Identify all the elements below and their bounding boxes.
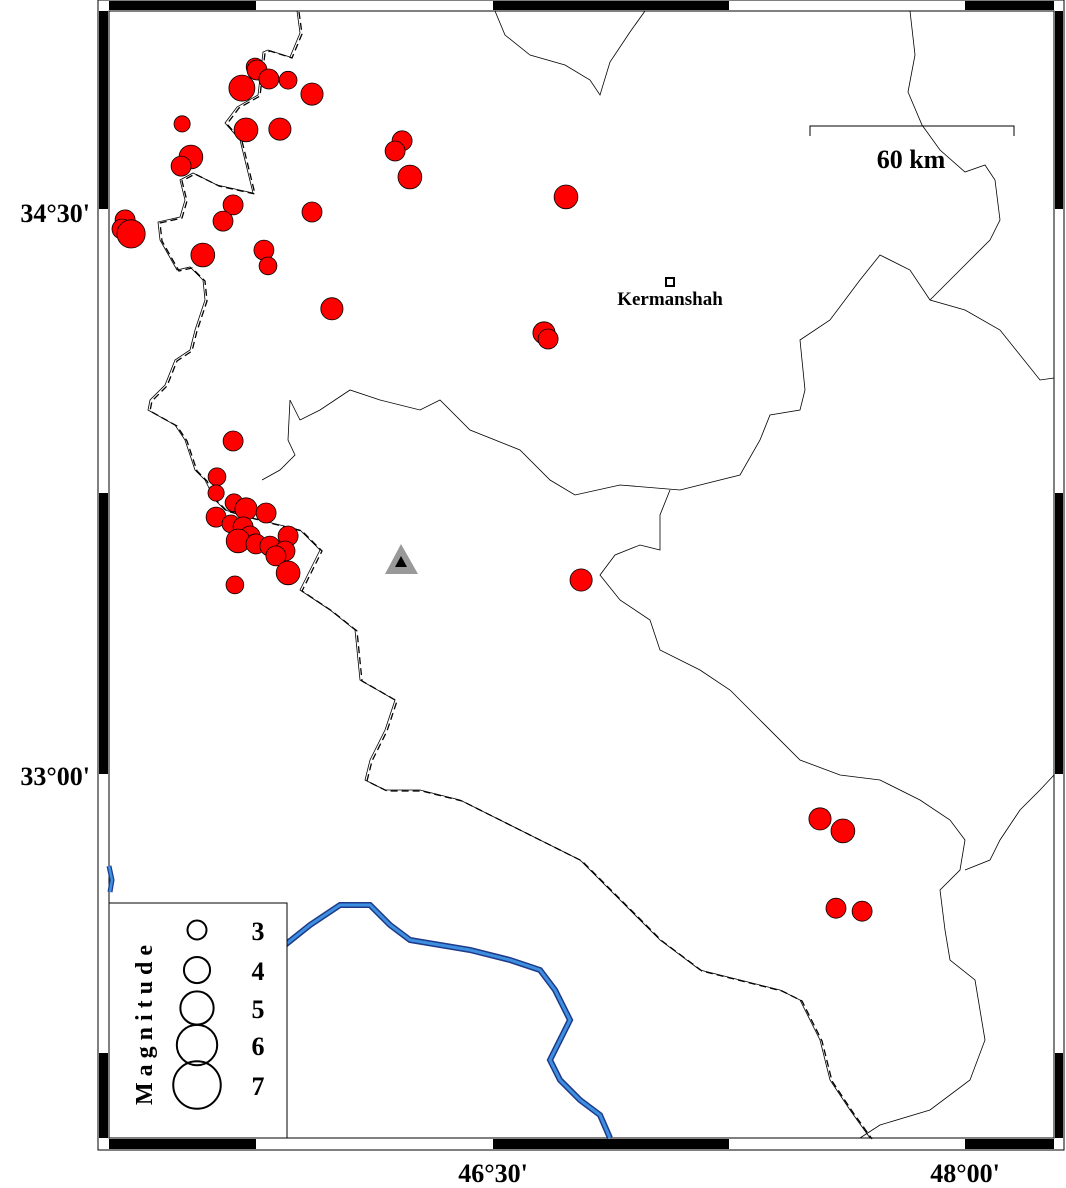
lat-label-33-00: 33°00' bbox=[20, 762, 90, 791]
earthquake-marker bbox=[808, 807, 832, 831]
earthquake-marker bbox=[222, 430, 244, 452]
international-border bbox=[147, 10, 873, 1140]
earthquake-marker bbox=[537, 328, 559, 350]
earthquake-marker bbox=[207, 484, 225, 502]
lon-label-48-00: 48°00' bbox=[930, 1159, 1000, 1188]
legend-title: Magnitude bbox=[132, 939, 158, 1105]
earthquake-marker bbox=[320, 297, 344, 321]
legend-label: 5 bbox=[252, 995, 265, 1024]
earthquake-marker bbox=[265, 545, 287, 567]
legend-label: 3 bbox=[252, 917, 265, 946]
earthquake-marker bbox=[234, 497, 258, 521]
triangle-marker-icon bbox=[395, 556, 407, 567]
earthquake-marker bbox=[830, 818, 856, 844]
earthquake-marker bbox=[212, 210, 234, 232]
station-marker bbox=[385, 544, 418, 574]
earthquake-marker bbox=[258, 68, 280, 90]
earthquake-marker bbox=[190, 242, 216, 268]
earthquake-marker bbox=[233, 117, 259, 143]
earthquake-marker bbox=[301, 201, 323, 223]
axis-labels: 34°30' 33°00' 46°30' 48°00' bbox=[20, 199, 999, 1188]
legend-circle-icon bbox=[172, 1060, 222, 1110]
legend-circle-icon bbox=[186, 919, 208, 941]
earthquake-marker bbox=[173, 115, 191, 133]
earthquake-marker bbox=[553, 184, 579, 210]
earthquake-marker bbox=[228, 74, 256, 102]
lat-label-34-30: 34°30' bbox=[20, 199, 90, 228]
earthquake-marker bbox=[278, 70, 298, 90]
legend-circle-icon bbox=[175, 1023, 219, 1067]
earthquake-marker bbox=[225, 575, 245, 595]
lon-label-46-30: 46°30' bbox=[458, 1159, 528, 1188]
earthquake-marker bbox=[851, 900, 873, 922]
earthquake-marker bbox=[384, 140, 406, 162]
city-kermanshah: Kermanshah bbox=[617, 277, 723, 310]
province-boundaries bbox=[261, 10, 1055, 1139]
earthquake-marker bbox=[170, 155, 192, 177]
river bbox=[106, 865, 613, 1140]
magnitude-legend: Magnitude 3 4 5 6 7 bbox=[108, 902, 288, 1139]
scale-bar: 60 km bbox=[809, 125, 1015, 174]
earthquake-marker bbox=[569, 568, 593, 592]
earthquake-marker bbox=[255, 502, 277, 524]
earthquake-marker bbox=[222, 194, 244, 216]
earthquake-marker bbox=[825, 897, 847, 919]
legend-circle-icon bbox=[182, 955, 212, 985]
earthquake-marker bbox=[116, 219, 146, 249]
legend-label: 6 bbox=[252, 1032, 265, 1061]
scale-bar-label: 60 km bbox=[877, 145, 946, 174]
city-label: Kermanshah bbox=[617, 289, 723, 310]
earthquake-marker bbox=[268, 117, 292, 141]
earthquake-marker bbox=[397, 164, 423, 190]
square-marker-icon bbox=[665, 277, 675, 287]
earthquake-marker bbox=[258, 256, 278, 276]
earthquake-marker bbox=[207, 467, 227, 487]
earthquake-marker bbox=[300, 82, 324, 106]
earthquake-layer bbox=[111, 57, 873, 922]
legend-label: 4 bbox=[252, 957, 265, 986]
earthquake-marker bbox=[275, 560, 301, 586]
legend-label: 7 bbox=[252, 1072, 265, 1101]
